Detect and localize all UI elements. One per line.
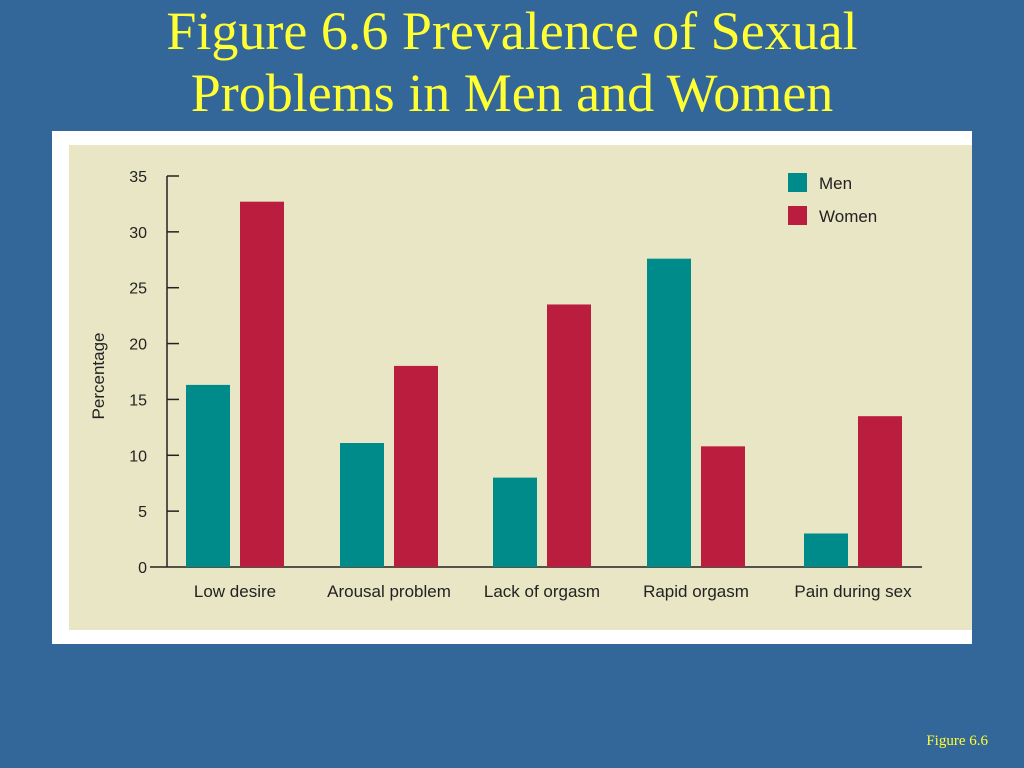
y-tick-label: 5 (138, 504, 147, 521)
figure-card: Percentage 0 5 10 15 20 25 30 35 Low desire Arou… (52, 131, 972, 644)
legend-label-women: Women (819, 207, 877, 226)
y-tick-label: 0 (138, 560, 147, 577)
bar-women (394, 365, 438, 567)
category-labels: Low desire Arousal problem Lack of orgasm R… (194, 582, 912, 601)
x-category-label: Low desire (194, 582, 276, 601)
x-category-label: Pain during sex (794, 582, 912, 601)
y-tick-label: 20 (129, 337, 147, 354)
y-tick-label: 15 (129, 392, 147, 409)
bar-chart: Percentage 0 5 10 15 20 25 30 35 Low desire Arou… (69, 145, 972, 630)
figure-footer: Figure 6.6 (926, 733, 988, 749)
slide-title: Figure 6.6 Prevalence of Sexual Problems… (0, 0, 1024, 124)
title-line-2: Problems in Men and Women (190, 63, 834, 123)
y-axis-label: Percentage (89, 333, 108, 420)
title-line-1: Figure 6.6 Prevalence of Sexual (166, 1, 858, 61)
bar-men (186, 384, 230, 567)
x-category-label: Rapid orgasm (643, 582, 749, 601)
x-category-label: Arousal problem (327, 582, 451, 601)
legend: Men Women (788, 173, 877, 226)
bar-women (858, 416, 902, 567)
bar-women (547, 304, 591, 567)
bar-men (804, 533, 848, 567)
y-tick-label: 25 (129, 281, 147, 298)
x-category-label: Lack of orgasm (484, 582, 600, 601)
legend-label-men: Men (819, 174, 852, 193)
bar-women (701, 446, 745, 567)
bars (186, 201, 902, 567)
y-tick-label: 35 (129, 169, 147, 186)
bar-men (647, 258, 691, 567)
bar-men (493, 477, 537, 567)
y-tick-label: 30 (129, 225, 147, 242)
bar-men (340, 442, 384, 567)
legend-swatch-women (788, 206, 807, 225)
bar-women (240, 201, 284, 567)
legend-swatch-men (788, 173, 807, 192)
y-tick-label: 10 (129, 448, 147, 465)
